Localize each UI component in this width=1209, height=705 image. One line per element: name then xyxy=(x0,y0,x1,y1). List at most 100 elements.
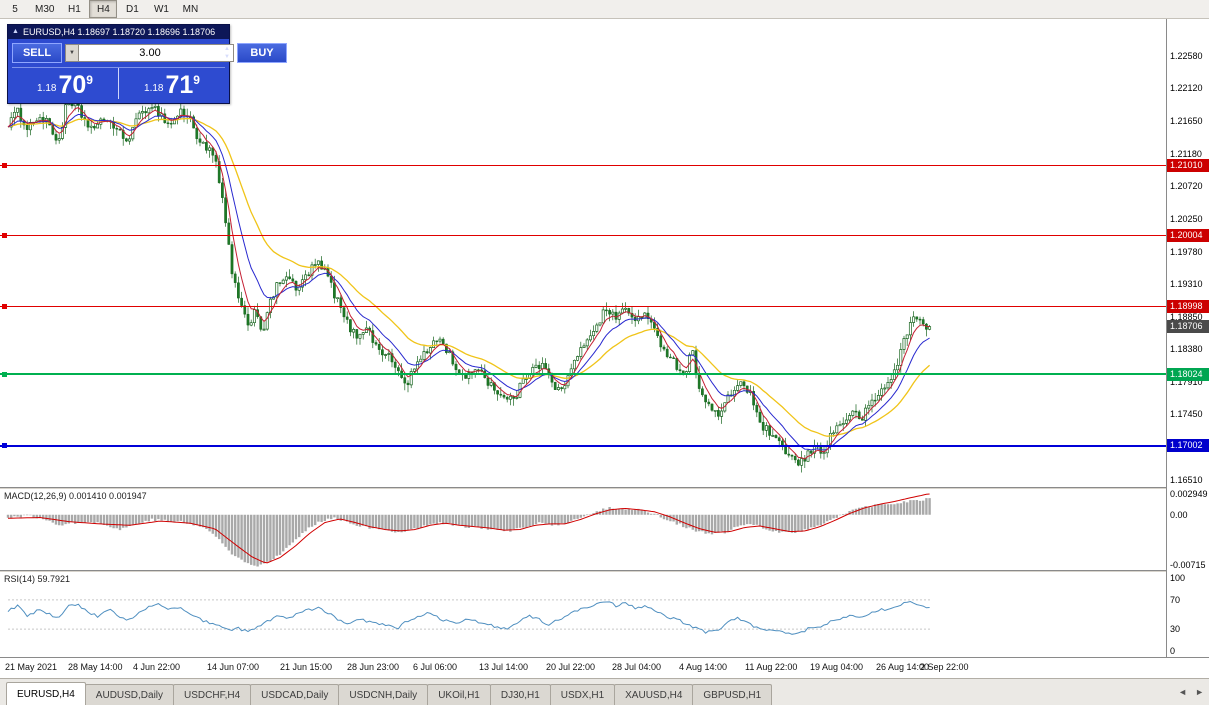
chart-tab-eurusd[interactable]: EURUSD,H4 xyxy=(6,682,86,705)
timeframe-button-mn[interactable]: MN xyxy=(182,3,199,15)
price-tick: 1.22580 xyxy=(1170,51,1203,62)
price-tick: 1.20250 xyxy=(1170,213,1203,224)
tab-nav-left-icon[interactable]: ◄ xyxy=(1178,687,1188,697)
chart-tab-usdchf[interactable]: USDCHF,H4 xyxy=(173,684,252,705)
candlestick-chart[interactable] xyxy=(0,19,1166,487)
chart-tab-xauusd[interactable]: XAUUSD,H4 xyxy=(614,684,694,705)
macd-label: MACD(12,26,9) 0.001410 0.001947 xyxy=(4,491,147,501)
price-tick: 1.17450 xyxy=(1170,409,1203,420)
volume-input[interactable] xyxy=(79,44,234,62)
rsi-tick: 100 xyxy=(1170,573,1186,583)
time-axis-label: 26 Aug 14:00 xyxy=(876,662,930,672)
time-axis-label: 6 Jul 06:00 xyxy=(413,662,458,672)
price-pane[interactable]: ▲ EURUSD,H4 1.18697 1.18720 1.18696 1.18… xyxy=(0,19,1166,487)
one-click-trading-panel: ▲ EURUSD,H4 1.18697 1.18720 1.18696 1.18… xyxy=(7,24,287,104)
price-badge: 1.18998 xyxy=(1167,299,1209,313)
chart-tab-usdcad[interactable]: USDCAD,Daily xyxy=(250,684,340,705)
buy-price-big-digits: 71 xyxy=(165,71,194,99)
trade-panel-body: SELL ▼ ▲ ▼ BUY 1.18 xyxy=(8,39,287,103)
timeframe-button-h4[interactable]: H4 xyxy=(89,0,118,18)
volume-dropdown-icon[interactable]: ▼ xyxy=(65,44,79,62)
chart-tabbar: EURUSD,H4 AUDUSD,Daily USDCHF,H4 USDCAD,… xyxy=(0,678,1209,705)
level-line-handle[interactable] xyxy=(2,303,7,309)
macd-tick: -0.00715 xyxy=(1170,560,1206,570)
time-axis[interactable]: 21 May 2021 28 May 14:00 4 Jun 22:00 14 … xyxy=(0,657,1209,678)
horizontal-level-line[interactable] xyxy=(0,235,1166,237)
level-line-handle[interactable] xyxy=(2,371,7,377)
collapse-icon[interactable]: ▲ xyxy=(12,28,19,35)
rsi-pane[interactable]: RSI(14) 59.7921 xyxy=(0,572,1166,657)
buy-price-display[interactable]: 1.18 71 9 xyxy=(119,68,225,99)
horizontal-level-line[interactable] xyxy=(0,373,1166,376)
level-line-handle[interactable] xyxy=(2,443,7,449)
timeframe-toolbar: 5 M30 H1 H4 D1 W1 MN xyxy=(0,0,1209,19)
price-tick: 1.16510 xyxy=(1170,475,1203,485)
time-axis-label: 21 May 2021 xyxy=(5,662,58,672)
chart-ohlc-bar[interactable]: ▲ EURUSD,H4 1.18697 1.18720 1.18696 1.18… xyxy=(8,25,229,39)
time-axis-label: 28 May 14:00 xyxy=(68,662,123,672)
rsi-indicator-chart xyxy=(7,599,930,635)
horizontal-level-line[interactable] xyxy=(0,305,1166,307)
chart-tab-ukoil[interactable]: UKOil,H1 xyxy=(427,684,491,705)
macd-tick: 0.00 xyxy=(1170,509,1188,520)
time-axis-label: 19 Aug 04:00 xyxy=(810,662,864,672)
price-tick: 1.18850 xyxy=(1170,311,1203,322)
time-axis-label: 20 Jul 22:00 xyxy=(546,662,596,672)
price-tick: 1.19780 xyxy=(1170,246,1203,257)
chart-tab-usdx[interactable]: USDX,H1 xyxy=(549,684,616,705)
macd-tick: 0.002949 xyxy=(1170,489,1208,499)
timeframe-button-m5[interactable]: 5 xyxy=(12,3,18,15)
price-tick: 1.21180 xyxy=(1170,148,1202,159)
price-tick: 1.19310 xyxy=(1170,279,1203,290)
chart-tab-audusd[interactable]: AUDUSD,Daily xyxy=(84,684,175,705)
time-axis-label: 21 Jun 15:00 xyxy=(280,662,333,672)
price-badge: 1.21010 xyxy=(1167,159,1209,173)
chart-tab-usdcnh[interactable]: USDCNH,Daily xyxy=(338,684,429,705)
macd-indicator-chart xyxy=(6,493,931,567)
time-axis-label: 14 Jun 07:00 xyxy=(207,662,260,672)
pane-splitter[interactable] xyxy=(0,487,1209,490)
horizontal-level-line[interactable] xyxy=(0,444,1166,447)
macd-pane[interactable]: MACD(12,26,9) 0.001410 0.001947 xyxy=(0,489,1166,570)
price-tick: 1.17910 xyxy=(1170,377,1203,388)
spin-up-icon[interactable]: ▲ xyxy=(224,46,230,52)
price-badge: 1.17002 xyxy=(1167,439,1209,453)
pane-splitter[interactable] xyxy=(0,570,1209,573)
rsi-label: RSI(14) 59.7921 xyxy=(4,574,71,584)
sell-price-prefix: 1.18 xyxy=(37,83,57,94)
volume-spinner: ▲ ▼ xyxy=(222,46,232,60)
timeframe-button-w1[interactable]: W1 xyxy=(153,3,169,15)
timeframe-button-m30[interactable]: M30 xyxy=(35,3,55,15)
level-line-handle[interactable] xyxy=(2,233,7,239)
buy-price-prefix: 1.18 xyxy=(144,83,164,94)
price-tick: 1.22120 xyxy=(1170,83,1203,94)
horizontal-level-line[interactable] xyxy=(0,165,1166,167)
price-tick: 1.18380 xyxy=(1170,344,1203,355)
price-tick: 1.20720 xyxy=(1170,180,1203,191)
price-scale[interactable]: 1.22580 1.22120 1.21650 1.21180 1.20720 … xyxy=(1166,19,1209,657)
price-tick: 1.21650 xyxy=(1170,115,1203,126)
chart-ohlc-text: EURUSD,H4 1.18697 1.18720 1.18696 1.1870… xyxy=(22,27,216,37)
level-line-handle[interactable] xyxy=(2,163,7,169)
timeframe-button-d1[interactable]: D1 xyxy=(126,3,139,15)
sell-price-display[interactable]: 1.18 70 9 xyxy=(12,68,119,99)
timeframe-button-h1[interactable]: H1 xyxy=(68,3,81,15)
time-axis-label: 11 Aug 22:00 xyxy=(745,662,798,672)
buy-price-pipette: 9 xyxy=(193,73,200,87)
time-axis-label: 4 Aug 14:00 xyxy=(679,662,728,672)
chart-tab-dj30[interactable]: DJ30,H1 xyxy=(489,684,551,705)
price-scale-main: 1.22580 1.22120 1.21650 1.21180 1.20720 … xyxy=(1167,19,1209,487)
sell-price-pipette: 9 xyxy=(86,73,93,87)
sell-button[interactable]: SELL xyxy=(12,43,62,63)
time-axis-label: 4 Jun 22:00 xyxy=(133,662,181,672)
rsi-tick: 0 xyxy=(1170,646,1176,656)
tab-navigation: ◄ ► xyxy=(1178,687,1204,697)
spin-down-icon[interactable]: ▼ xyxy=(224,54,230,60)
macd-scale: 0.002949 0.00 -0.00715 xyxy=(1167,489,1209,570)
tab-nav-right-icon[interactable]: ► xyxy=(1195,687,1204,697)
chart-tab-gbpusd[interactable]: GBPUSD,H1 xyxy=(692,684,773,705)
rsi-tick: 30 xyxy=(1170,624,1181,635)
price-badge: 1.18706 xyxy=(1167,320,1209,334)
buy-button[interactable]: BUY xyxy=(237,43,287,63)
